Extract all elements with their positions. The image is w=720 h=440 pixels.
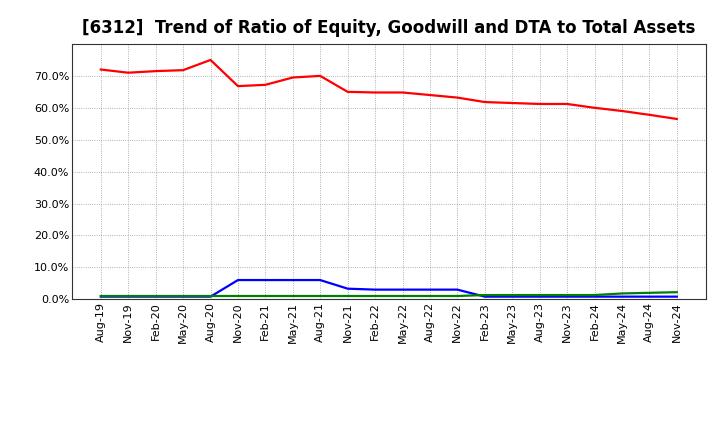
Deferred Tax Assets <box>151 293 160 299</box>
Equity <box>618 108 626 114</box>
Equity <box>233 84 242 89</box>
Goodwill <box>590 294 599 299</box>
Goodwill <box>96 294 105 299</box>
Deferred Tax Assets <box>426 293 434 299</box>
Equity <box>590 105 599 110</box>
Equity <box>179 67 187 73</box>
Equity <box>645 112 654 117</box>
Deferred Tax Assets <box>124 293 132 299</box>
Deferred Tax Assets <box>563 293 572 298</box>
Deferred Tax Assets <box>96 293 105 299</box>
Deferred Tax Assets <box>453 293 462 299</box>
Line: Deferred Tax Assets: Deferred Tax Assets <box>101 292 677 296</box>
Goodwill <box>371 287 379 292</box>
Equity <box>261 82 270 88</box>
Goodwill <box>289 278 297 283</box>
Equity <box>289 75 297 80</box>
Goodwill <box>151 294 160 299</box>
Equity <box>343 89 352 95</box>
Equity <box>316 73 325 78</box>
Equity <box>398 90 407 95</box>
Deferred Tax Assets <box>206 293 215 299</box>
Deferred Tax Assets <box>289 293 297 299</box>
Deferred Tax Assets <box>398 293 407 299</box>
Goodwill <box>316 278 325 283</box>
Deferred Tax Assets <box>233 293 242 299</box>
Goodwill <box>536 294 544 299</box>
Goodwill <box>480 294 489 299</box>
Goodwill <box>261 278 270 283</box>
Equity <box>151 69 160 74</box>
Goodwill <box>672 294 681 299</box>
Deferred Tax Assets <box>645 290 654 296</box>
Goodwill <box>618 294 626 299</box>
Legend: Equity, Goodwill, Deferred Tax Assets: Equity, Goodwill, Deferred Tax Assets <box>204 438 574 440</box>
Deferred Tax Assets <box>179 293 187 299</box>
Goodwill <box>179 294 187 299</box>
Goodwill <box>233 278 242 283</box>
Goodwill <box>508 294 516 299</box>
Deferred Tax Assets <box>480 293 489 298</box>
Deferred Tax Assets <box>316 293 325 299</box>
Goodwill <box>453 287 462 292</box>
Deferred Tax Assets <box>590 293 599 298</box>
Equity <box>563 101 572 106</box>
Equity <box>672 116 681 121</box>
Equity <box>453 95 462 100</box>
Goodwill <box>124 294 132 299</box>
Deferred Tax Assets <box>261 293 270 299</box>
Deferred Tax Assets <box>343 293 352 299</box>
Equity <box>371 90 379 95</box>
Equity <box>508 100 516 106</box>
Goodwill <box>645 294 654 299</box>
Deferred Tax Assets <box>508 293 516 298</box>
Equity <box>124 70 132 75</box>
Goodwill <box>343 286 352 291</box>
Deferred Tax Assets <box>618 291 626 296</box>
Title: [6312]  Trend of Ratio of Equity, Goodwill and DTA to Total Assets: [6312] Trend of Ratio of Equity, Goodwil… <box>82 19 696 37</box>
Line: Equity: Equity <box>101 60 677 119</box>
Goodwill <box>563 294 572 299</box>
Equity <box>96 67 105 72</box>
Equity <box>206 57 215 62</box>
Deferred Tax Assets <box>536 293 544 298</box>
Equity <box>536 101 544 106</box>
Deferred Tax Assets <box>371 293 379 299</box>
Goodwill <box>206 294 215 299</box>
Equity <box>426 92 434 98</box>
Goodwill <box>398 287 407 292</box>
Line: Goodwill: Goodwill <box>101 280 677 297</box>
Deferred Tax Assets <box>672 290 681 295</box>
Equity <box>480 99 489 105</box>
Goodwill <box>426 287 434 292</box>
